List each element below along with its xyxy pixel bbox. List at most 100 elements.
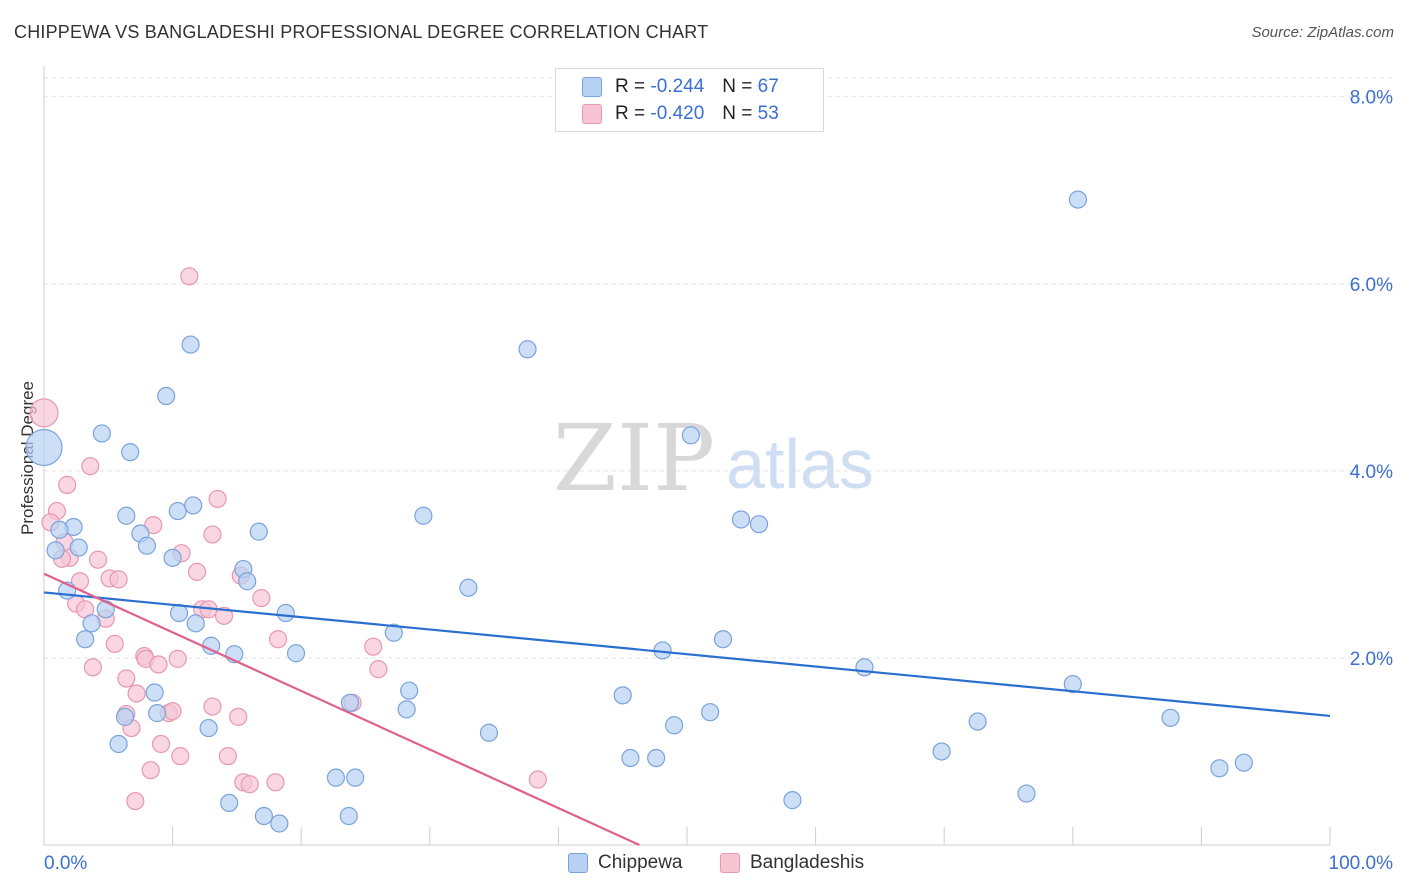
bottom-legend-bangladeshi[interactable]: Bangladeshis xyxy=(720,852,864,874)
bangladeshi-points xyxy=(29,267,547,811)
bangladeshi-point xyxy=(58,475,77,494)
bangladeshi-swatch xyxy=(582,104,602,124)
chippewa-point xyxy=(276,603,295,623)
chippewa-point xyxy=(82,614,101,633)
watermark: ZIP atlas xyxy=(553,405,874,512)
chippewa-point xyxy=(25,428,63,467)
trend-lines xyxy=(43,572,1331,847)
legend-n-value: 53 xyxy=(757,103,779,124)
chippewa-point xyxy=(400,681,419,700)
chippewa-point xyxy=(249,522,268,541)
chippewa-point xyxy=(115,707,135,726)
chippewa-point xyxy=(220,793,239,813)
chippewa-point xyxy=(459,578,478,597)
chippewa-point xyxy=(50,520,69,539)
chippewa-point xyxy=(157,386,176,406)
chippewa-point xyxy=(713,630,733,649)
chippewa-swatch xyxy=(568,853,588,873)
chippewa-point xyxy=(731,510,751,529)
chippewa-point xyxy=(701,703,720,722)
x-tick-label: 100.0% xyxy=(1329,853,1394,874)
chippewa-point xyxy=(1234,753,1253,772)
chippewa-point xyxy=(121,443,140,462)
chippewa-point xyxy=(384,623,403,642)
bangladeshi-point xyxy=(528,770,547,789)
bangladeshi-point xyxy=(149,655,168,674)
legend-n-label: N = xyxy=(722,103,753,124)
chippewa-point xyxy=(397,700,416,719)
chippewa-point xyxy=(479,723,499,742)
chippewa-point xyxy=(69,538,88,557)
chippewa-point xyxy=(326,768,346,787)
chippewa-point xyxy=(621,748,640,768)
legend-n-label: N = xyxy=(722,76,753,97)
bangladeshi-point xyxy=(88,550,108,569)
chippewa-point xyxy=(96,600,115,619)
chippewa-point xyxy=(783,791,802,810)
chippewa-point xyxy=(46,541,65,560)
bangladeshi-point xyxy=(163,702,182,721)
legend-row-chippewa: R = -0.244 N = 67 xyxy=(582,75,779,99)
bangladeshi-point xyxy=(180,267,199,286)
chippewa-point xyxy=(92,424,111,443)
bangladeshi-point xyxy=(109,570,128,589)
y-tick-label: 4.0% xyxy=(1350,462,1393,483)
bangladeshi-point xyxy=(240,775,259,794)
chart-title: CHIPPEWA VS BANGLADESHI PROFESSIONAL DEG… xyxy=(14,22,709,42)
legend-r-label: R = xyxy=(615,76,646,97)
chippewa-point xyxy=(518,340,537,359)
bangladeshi-point xyxy=(187,562,207,581)
x-tick-label: 0.0% xyxy=(44,853,87,874)
chippewa-point xyxy=(1161,708,1180,727)
bangladeshi-swatch xyxy=(720,853,740,873)
bottom-legend-chippewa[interactable]: Chippewa xyxy=(568,852,683,874)
watermark-zip: ZIP xyxy=(553,405,715,512)
legend-r-value: -0.420 xyxy=(650,103,705,124)
bangladeshi-point xyxy=(252,588,271,608)
legend-n-value: 67 xyxy=(757,76,779,97)
bangladeshi-point xyxy=(105,634,124,653)
chippewa-point xyxy=(286,644,306,663)
chippewa-point xyxy=(932,742,951,761)
chippewa-point xyxy=(148,704,167,723)
source-label: Source: ZipAtlas.com xyxy=(1251,24,1394,41)
chippewa-point xyxy=(346,768,365,787)
bottom-legend-label: Chippewa xyxy=(598,852,683,873)
chippewa-point xyxy=(968,712,987,731)
bangladeshi-point xyxy=(218,747,237,766)
bangladeshi-point xyxy=(151,734,171,754)
chippewa-point xyxy=(168,501,187,521)
chippewa-point xyxy=(665,716,684,735)
chippewa-point xyxy=(749,515,769,534)
watermark-atlas: atlas xyxy=(726,425,874,503)
legend-r-value: -0.244 xyxy=(650,76,705,97)
chippewa-point xyxy=(1017,784,1036,803)
bangladeshi-point xyxy=(127,684,146,703)
bangladeshi-point xyxy=(29,398,59,428)
bangladeshi-point xyxy=(126,791,145,811)
chippewa-point xyxy=(1068,190,1088,209)
bottom-legend-label: Bangladeshis xyxy=(750,852,865,873)
chippewa-point xyxy=(855,658,874,677)
chippewa-points xyxy=(25,190,1253,833)
bangladeshi-point xyxy=(168,649,187,668)
chippewa-point xyxy=(181,335,200,354)
chippewa-point xyxy=(117,506,136,525)
chippewa-point xyxy=(238,572,257,591)
chippewa-point xyxy=(647,748,666,768)
chippewa-swatch xyxy=(582,77,602,97)
chippewa-point xyxy=(184,496,203,515)
bangladeshi-point xyxy=(117,669,136,688)
bangladeshi-point xyxy=(266,773,285,792)
bangladeshi-point xyxy=(229,707,248,726)
bangladeshi-point xyxy=(214,606,234,625)
bangladeshi-point xyxy=(203,697,222,716)
y-tick-label: 6.0% xyxy=(1350,275,1393,296)
chippewa-point xyxy=(339,806,358,826)
bangladeshi-point xyxy=(171,747,190,766)
bangladeshi-point xyxy=(364,637,383,656)
chippewa-point xyxy=(163,548,182,567)
chippewa-point xyxy=(1063,675,1082,694)
chippewa-point xyxy=(613,686,632,705)
